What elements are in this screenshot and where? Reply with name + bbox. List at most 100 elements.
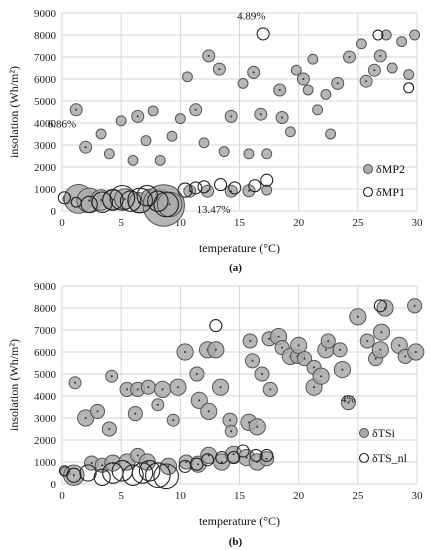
panel-caption: (a) xyxy=(229,262,242,274)
bubble-center-dot xyxy=(195,373,198,375)
bubble-δMP2 xyxy=(409,29,421,41)
bubble-δMP2 xyxy=(103,148,115,160)
bubble-center-dot xyxy=(365,80,368,83)
y-tick-label: 2000 xyxy=(34,435,57,447)
bubble-δMP1 xyxy=(147,190,169,212)
y-tick-label: 6000 xyxy=(34,74,57,86)
x-tick-label: 15 xyxy=(234,217,246,229)
bubble-δMP2 xyxy=(115,115,127,127)
bubble-center-dot xyxy=(207,54,210,57)
y-tick-label: 0 xyxy=(51,206,57,218)
y-axis-label: insolation (Wh/m²) xyxy=(7,66,21,158)
bubble-center-dot xyxy=(219,386,222,389)
bubble-δMP1 xyxy=(119,190,142,212)
bubble-δMP1 xyxy=(228,181,242,195)
bubble-δMP2 xyxy=(312,104,324,116)
bubble-center-dot xyxy=(88,199,91,202)
panel-b: 0 1000 2000 3000 4000 5000 6000 7000 8000 9000 0 5 1… xyxy=(7,281,425,548)
panel-a: 0 1000 2000 3000 4000 5000 6000 7000 8000 9000 0 5 1… xyxy=(7,8,423,274)
bubble-δTS_nl xyxy=(249,448,263,462)
bubble-δMP1 xyxy=(177,182,193,198)
bubble-center-dot xyxy=(347,401,350,404)
legend-label: δMP1 xyxy=(376,185,405,199)
bubble-δMP2 xyxy=(302,84,314,96)
bubble-center-dot xyxy=(84,146,87,149)
bubble-center-dot xyxy=(101,464,104,467)
bubble-center-dot xyxy=(136,454,139,457)
bubble-center-dot xyxy=(341,368,344,371)
bubble-center-dot xyxy=(230,115,233,118)
bubble-δMP2 xyxy=(127,154,139,166)
y-tick-label: 7000 xyxy=(34,52,57,64)
legend-marker-filled xyxy=(363,164,373,174)
x-tick-label: 10 xyxy=(175,217,187,229)
bubble-δMP1 xyxy=(403,82,415,94)
y-tick-label: 3000 xyxy=(34,413,57,425)
bubble-center-dot xyxy=(194,108,197,111)
bubble-δMP2 xyxy=(380,29,392,41)
bubble-center-dot xyxy=(256,425,259,428)
x-tick-label: 15 xyxy=(234,490,246,502)
bubble-center-dot xyxy=(110,375,113,378)
bubble-center-dot xyxy=(167,465,170,468)
bubble-center-dot xyxy=(281,346,284,349)
bubble-δTS_nl xyxy=(236,444,250,458)
bubble-center-dot xyxy=(84,417,87,419)
bubble-center-dot xyxy=(74,381,77,384)
legend-label: δTSi xyxy=(372,426,396,440)
bubble-δMP2 xyxy=(325,128,337,140)
bubble-δMP2 xyxy=(243,148,255,160)
y-tick-label: 8000 xyxy=(34,30,57,42)
bubble-δTS_nl xyxy=(122,464,144,486)
bubble-δTS_nl xyxy=(93,468,111,487)
y-tick-label: 5000 xyxy=(34,96,57,108)
bubble-center-dot xyxy=(220,461,223,463)
bubble-center-dot xyxy=(207,454,210,457)
bubble-δTS_nl xyxy=(138,460,161,482)
bubble-δMP2 xyxy=(290,64,302,76)
x-tick-label: 30 xyxy=(412,217,424,229)
x-tick-label: 5 xyxy=(118,217,124,229)
bubble-δMP2 xyxy=(403,69,415,81)
bubble-center-dot xyxy=(197,463,200,466)
x-tick-label: 30 xyxy=(412,490,424,502)
bubble-center-dot xyxy=(339,348,342,351)
bubble-center-dot xyxy=(336,82,339,85)
bubble-δTS_nl xyxy=(227,451,241,465)
y-tick-label: 4000 xyxy=(34,391,57,403)
x-axis-label: temperature (°C) xyxy=(199,241,280,255)
bubble-center-dot xyxy=(404,355,407,358)
bubble-center-dot xyxy=(232,453,235,456)
bubble-δMP1 xyxy=(91,191,113,213)
x-tick-label: 0 xyxy=(59,217,65,229)
legend-label: δTS_nl xyxy=(372,451,408,465)
bubble-δMP1 xyxy=(214,178,228,192)
y-tick-label: 5000 xyxy=(34,369,57,381)
bubble-δMP1 xyxy=(248,179,262,193)
bubble-center-dot xyxy=(380,331,383,334)
bubble-δMP2 xyxy=(284,126,296,138)
bubble-center-dot xyxy=(268,337,271,340)
legend: δMP2 δMP1 xyxy=(362,162,405,199)
bubble-δTS_nl xyxy=(373,299,387,313)
bubble-center-dot xyxy=(313,366,316,369)
bubble-center-dot xyxy=(172,419,175,422)
bubble-δTS_nl xyxy=(209,319,223,333)
bubble-center-dot xyxy=(136,115,139,118)
bubble-center-dot xyxy=(249,340,252,342)
bubble-δTS_nl xyxy=(201,453,215,467)
bubble-δTS_nl xyxy=(79,464,97,482)
bubble-center-dot xyxy=(72,474,75,477)
bubble-δMP2 xyxy=(386,62,398,74)
legend-label: δMP2 xyxy=(376,162,405,176)
bubble-center-dot xyxy=(75,108,78,111)
bubble-δMP2 xyxy=(396,36,408,48)
x-tick-label: 20 xyxy=(293,490,305,502)
y-axis-label: insolation (Wh/m²) xyxy=(7,339,21,431)
bubble-center-dot xyxy=(245,456,248,459)
x-tick-label: 25 xyxy=(352,217,364,229)
bubble-center-dot xyxy=(230,430,233,433)
bubble-δTS_nl xyxy=(260,448,274,462)
bubble-center-dot xyxy=(247,421,250,424)
